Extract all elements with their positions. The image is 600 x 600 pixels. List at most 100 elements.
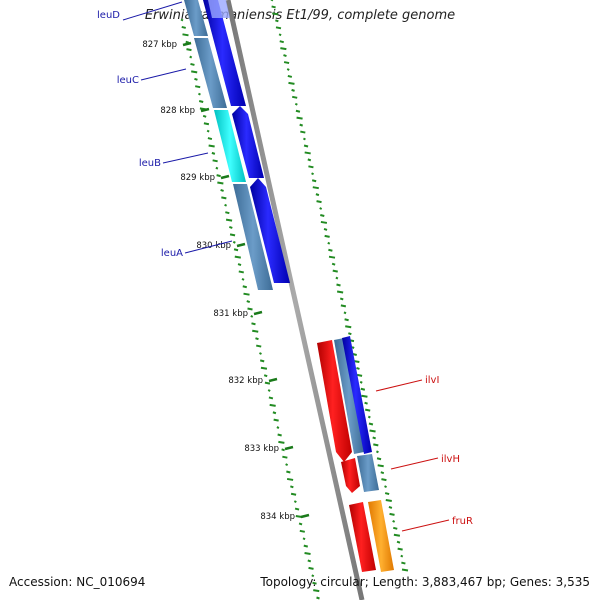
gc-dash — [384, 492, 390, 496]
gc-dash — [336, 283, 341, 287]
gc-dash — [327, 241, 331, 245]
gc-dash — [252, 329, 259, 333]
cds-reverse-arrow[interactable] — [349, 502, 376, 572]
gc-dash — [356, 373, 363, 377]
gc-dash — [299, 123, 304, 127]
gene-label-leub[interactable]: leuB — [139, 158, 161, 169]
gc-dash — [207, 137, 213, 141]
gc-dash — [217, 181, 224, 185]
gene-ilvI-bar[interactable] — [334, 338, 364, 454]
gc-dash — [260, 366, 268, 370]
gc-dash — [270, 0, 274, 2]
topology-value: circular — [320, 575, 365, 589]
gc-dash — [313, 589, 320, 593]
gc-dash — [396, 540, 401, 544]
genome-backbone — [225, 0, 365, 600]
gc-dash — [397, 547, 403, 551]
gc-dash — [348, 332, 352, 336]
gene-leuD-bar[interactable] — [184, 0, 208, 36]
gc-dash — [320, 220, 328, 224]
gc-dash — [283, 54, 287, 58]
gene-label-leud[interactable]: leuD — [97, 10, 120, 21]
gc-dash — [241, 277, 245, 281]
gc-dash — [388, 505, 393, 509]
cds-block-ilv — [317, 336, 379, 493]
gene-label-ilvi[interactable]: ilvI — [425, 375, 439, 386]
gc-dash — [286, 477, 294, 481]
accession-label: Accession: — [9, 575, 73, 589]
gc-dash — [286, 470, 291, 474]
tick-label: 832 kbp — [228, 376, 263, 386]
gene-label-leuc[interactable]: leuC — [117, 75, 139, 86]
gene-leuC-bar[interactable] — [194, 38, 227, 108]
cds-block-fruR — [349, 500, 394, 572]
gc-dash — [221, 196, 227, 200]
gc-dash — [238, 270, 244, 274]
cds-forward-arrow[interactable] — [342, 336, 372, 454]
gene-ilvH-bar[interactable] — [357, 454, 379, 492]
gene-label-ilvh[interactable]: ilvH — [441, 454, 460, 465]
gc-dash — [316, 596, 320, 600]
gc-dash — [225, 211, 230, 215]
gc-dash — [242, 285, 248, 289]
gc-dash — [271, 5, 276, 9]
gc-dash — [300, 130, 306, 134]
gc-dash — [315, 193, 320, 197]
cds-forward-block-top — [203, 0, 290, 283]
gc-dash — [361, 394, 368, 398]
gc-dash — [312, 581, 317, 585]
gc-dash — [285, 463, 289, 467]
gc-dash — [197, 92, 201, 96]
gene-leader-line — [401, 519, 450, 532]
gc-dash — [323, 227, 328, 231]
gc-dash — [304, 552, 311, 556]
cds-reverse-arrow[interactable] — [341, 458, 360, 493]
gc-dash — [344, 318, 349, 322]
gene-labels: leuD leuC leuB leuA ilvI ilvH fruR — [97, 1, 473, 532]
gc-dash — [280, 47, 287, 51]
gc-dash — [288, 81, 295, 85]
gc-dash — [263, 374, 268, 378]
gc-dash — [269, 403, 276, 407]
tick-mark — [236, 242, 246, 248]
gc-dash — [225, 218, 233, 222]
gc-dash — [294, 102, 298, 106]
tick-mark — [268, 377, 278, 383]
gc-dash — [247, 307, 253, 311]
tick-label: 827 kbp — [142, 40, 177, 50]
gc-dash — [273, 418, 279, 422]
cds-arrow[interactable] — [232, 106, 264, 178]
gene-leuB-bar[interactable] — [214, 110, 246, 182]
gc-dash — [295, 515, 302, 518]
gene-leuA-bar[interactable] — [233, 184, 273, 290]
gc-dash — [298, 522, 303, 526]
cds-arrow[interactable] — [203, 0, 246, 106]
gene-fruR-bar[interactable] — [368, 500, 394, 572]
gc-dash — [303, 144, 309, 148]
gc-dash — [237, 263, 242, 266]
gc-dash — [308, 165, 314, 169]
gc-dash — [268, 396, 274, 400]
length-label: Length: — [372, 575, 419, 589]
cds-arrow[interactable] — [250, 178, 290, 283]
gc-dash — [275, 26, 282, 30]
gc-dash — [339, 297, 344, 301]
gc-dash — [368, 422, 374, 426]
gc-dash — [220, 188, 224, 192]
gc-dash — [372, 436, 376, 440]
gene-highlight — [208, 0, 230, 18]
gene-label-leua[interactable]: leuA — [161, 248, 183, 259]
gc-dash — [364, 401, 368, 405]
gc-dash — [392, 519, 396, 523]
genome-summary: Topology: circular; Length: 3,883,467 bp… — [260, 575, 590, 589]
cds-reverse-arrow[interactable] — [317, 340, 352, 462]
gc-dash — [234, 255, 241, 259]
gc-dash — [256, 344, 262, 348]
gc-dash — [211, 151, 216, 155]
gc-dash — [286, 68, 290, 71]
gene-label-frur[interactable]: fruR — [452, 516, 473, 527]
gc-dash — [331, 262, 336, 266]
gc-dash — [267, 389, 271, 392]
gc-dash — [295, 109, 301, 113]
